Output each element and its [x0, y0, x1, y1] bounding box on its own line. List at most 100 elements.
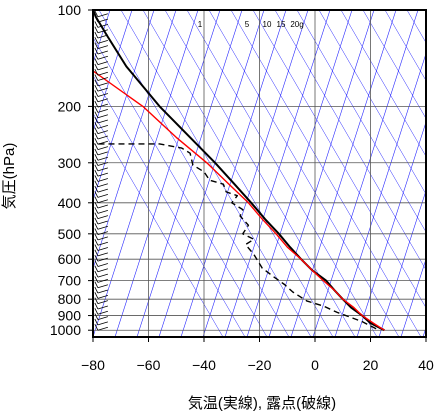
wind-barb-flag [94, 297, 99, 304]
wind-barbs [94, 10, 108, 331]
wind-barb-staff [97, 77, 108, 81]
wind-barb [94, 26, 108, 34]
wind-barb [94, 313, 108, 320]
moist-adiabat-line [384, 10, 426, 82]
wind-barb-flag [94, 228, 99, 235]
wind-barb-flag [94, 223, 99, 230]
wind-barb [94, 10, 108, 18]
y-tick-label: 700 [58, 273, 82, 289]
wind-barb [94, 47, 108, 55]
wind-barb-staff [97, 140, 108, 145]
wind-barb-flag [94, 175, 99, 182]
dry-adiabat-line [93, 10, 155, 201]
mixing-ratio-labels: 1 5 10 15 20g [198, 20, 304, 29]
wind-barb [94, 154, 108, 161]
wind-barb-staff [97, 18, 108, 23]
wind-barb-flag [94, 281, 99, 288]
mixing-ratio-label: 10 [263, 20, 272, 29]
wind-barb-flag [94, 201, 99, 209]
wind-barb [94, 175, 108, 182]
wind-barb [94, 127, 108, 135]
wind-barb-flag [94, 63, 99, 71]
wind-barb-flag [94, 58, 99, 65]
wind-barb-staff [97, 289, 108, 294]
dry-adiabat-line [93, 10, 199, 337]
moist-adiabat-line [230, 10, 422, 337]
wind-barb-flag [94, 95, 99, 102]
wind-barb-staff [97, 87, 108, 92]
wind-barb-staff [97, 188, 108, 193]
wind-barb-flag [94, 185, 99, 193]
wind-barb-flag [94, 69, 99, 76]
x-tick-label: −60 [137, 357, 161, 373]
wind-barb-staff [97, 178, 108, 182]
pressure-temperature-grid [93, 10, 426, 337]
wind-barb-staff [97, 209, 108, 214]
mixing-ratio-label: 15 [277, 20, 286, 29]
wind-barb-flag [94, 169, 99, 177]
wind-barb-staff [97, 215, 108, 220]
y-tick-label: 100 [58, 2, 82, 18]
wind-barb-staff [97, 93, 108, 97]
wind-barb-flag [94, 244, 99, 251]
mixing-ratio-label: 20g [290, 20, 303, 29]
wind-barb-staff [97, 82, 108, 87]
wind-barb-flag [94, 318, 99, 326]
wind-barb [94, 79, 108, 87]
y-tick-label: 400 [58, 195, 82, 211]
dry-adiabat-line [356, 121, 426, 337]
wind-barb [94, 249, 108, 257]
moist-adiabat-line [120, 10, 312, 337]
wind-barb-flag [94, 111, 99, 118]
wind-barb-flag [94, 143, 99, 150]
y-tick-label: 1000 [50, 322, 81, 338]
wind-barb [94, 132, 108, 140]
wind-barb [94, 42, 108, 50]
wind-barb-staff [97, 279, 108, 283]
y-axis-title: 気圧(hPa) [1, 143, 18, 210]
moist-adiabat-line [93, 74, 246, 337]
y-tick-label: 900 [58, 308, 82, 324]
wind-barb [94, 223, 108, 230]
wind-barb-staff [97, 119, 108, 124]
wind-barb-staff [97, 34, 108, 39]
wind-barb-staff [97, 316, 108, 320]
wind-barb-staff [97, 71, 108, 76]
wind-barb-staff [97, 146, 108, 150]
wind-barb [94, 239, 108, 246]
wind-barb-staff [97, 199, 108, 204]
wind-barb [94, 302, 108, 310]
wind-barb-staff [97, 247, 108, 251]
wind-barb [94, 281, 108, 289]
x-tick-label: −80 [81, 357, 105, 373]
wind-barb-flag [94, 249, 99, 257]
wind-barb [94, 212, 108, 220]
wind-barb-flag [94, 265, 99, 272]
moist-adiabat-line [252, 10, 426, 309]
wind-barb-staff [97, 50, 108, 55]
y-tick-label: 500 [58, 226, 82, 242]
dry-adiabat-line [246, 10, 353, 337]
wind-barb-staff [97, 257, 108, 262]
wind-barb [94, 244, 108, 251]
dry-adiabat-line [180, 10, 287, 337]
wind-barb-staff [97, 268, 108, 273]
moist-adiabat-line [164, 10, 356, 337]
wind-barb-flag [94, 239, 99, 246]
dry-adiabat-line [334, 52, 426, 337]
wind-barb [94, 254, 108, 262]
wind-barb-flag [94, 191, 99, 198]
wind-barb-staff [97, 284, 108, 289]
dry-adiabat-line [224, 10, 331, 337]
wind-barb [94, 58, 108, 65]
background-lines [93, 10, 426, 337]
y-tick-label: 200 [58, 98, 82, 114]
wind-barb-staff [97, 167, 108, 172]
wind-barb-staff [97, 294, 108, 299]
moist-adiabat-line [98, 10, 290, 337]
wind-barb-staff [97, 194, 108, 198]
wind-barb-staff [97, 39, 108, 44]
wind-barb-flag [94, 106, 99, 113]
wind-barb-flag [94, 286, 99, 294]
wind-barb-staff [97, 252, 108, 257]
